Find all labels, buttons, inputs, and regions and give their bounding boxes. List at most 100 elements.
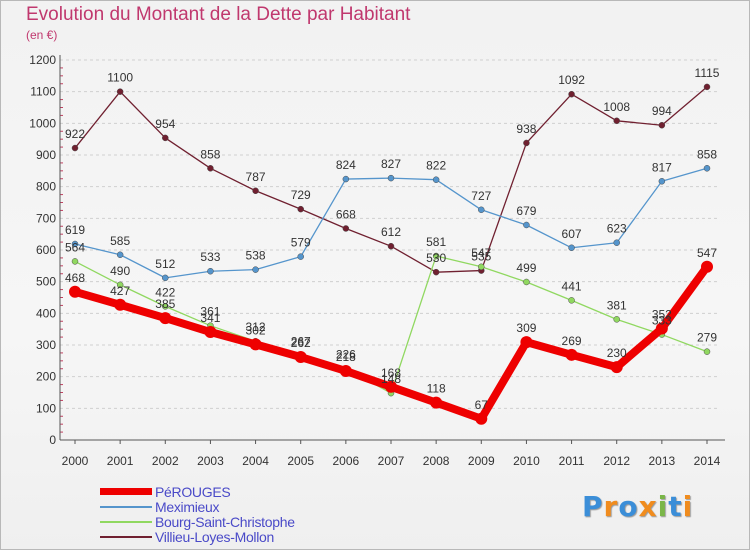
x-tick-label-2004: 2004 (242, 454, 269, 468)
data-label-perouges-2007: 168 (381, 366, 401, 380)
y-tick-label-400: 400 (36, 306, 56, 320)
data-point-perouges-2004 (249, 338, 262, 351)
legend-item-perouges: PéROUGES (100, 483, 295, 500)
data-label-meximieux-2007: 827 (381, 157, 401, 171)
data-point-villieu-2001 (116, 88, 124, 95)
data-point-villieu-2010 (523, 139, 530, 147)
legend-label-bourg: Bourg-Saint-Christophe (155, 513, 295, 530)
data-label-meximieux-2005: 579 (291, 236, 311, 250)
data-label-villieu-2006: 668 (336, 207, 356, 221)
legend-swatch-perouges (100, 488, 152, 495)
data-label-perouges-2010: 309 (516, 321, 536, 335)
x-tick-label-2008: 2008 (423, 454, 450, 468)
data-label-bourg-2004: 312 (246, 320, 266, 334)
data-point-bourg-2000 (71, 258, 79, 265)
data-point-bourg-2011 (568, 297, 575, 304)
chart-title: Evolution du Montant de la Dette par Hab… (26, 4, 411, 25)
data-label-bourg-2010: 499 (516, 261, 536, 275)
data-point-villieu-2002 (162, 134, 169, 142)
data-point-perouges-2006 (339, 364, 352, 377)
data-point-bourg-2010 (523, 278, 530, 286)
data-label-perouges-2000: 468 (65, 271, 85, 285)
data-point-meximieux-2010 (523, 221, 530, 229)
y-tick-label-200: 200 (36, 370, 56, 384)
data-label-villieu-2014: 1115 (695, 66, 720, 80)
data-label-perouges-2011: 269 (562, 334, 582, 348)
x-tick-label-2003: 2003 (197, 454, 224, 468)
legend-label-villieu: Villieu-Loyes-Mollon (155, 528, 275, 545)
data-point-perouges-2000 (69, 285, 81, 298)
legend-item-meximieux: Meximieux (100, 499, 295, 515)
legend-label-perouges: PéROUGES (155, 483, 231, 500)
chart-subtitle: (en €) (26, 28, 58, 42)
data-point-perouges-2014 (701, 260, 713, 273)
data-point-villieu-2014 (703, 83, 711, 91)
data-point-meximieux-2000 (71, 240, 79, 248)
data-point-meximieux-2007 (387, 174, 395, 182)
data-label-bourg-2007: 148 (381, 372, 401, 386)
data-label-perouges-2006: 218 (336, 350, 356, 364)
data-label-bourg-2013: 333 (652, 314, 672, 328)
legend-swatch-villieu (100, 535, 152, 538)
data-label-villieu-2002: 954 (155, 117, 175, 131)
data-point-perouges-2005 (294, 351, 307, 364)
data-label-meximieux-2002: 512 (155, 257, 175, 271)
data-point-villieu-2003 (207, 165, 214, 172)
y-tick-label-1100: 1100 (30, 85, 56, 99)
logo-letter: t (668, 490, 683, 523)
data-point-perouges-2001 (114, 298, 127, 311)
logo-letter: x (638, 490, 658, 523)
data-label-meximieux-2003: 533 (200, 250, 220, 264)
data-point-villieu-2006 (342, 225, 350, 232)
data-point-perouges-2012 (610, 361, 623, 374)
x-tick-label-2002: 2002 (152, 454, 179, 468)
data-label-meximieux-2014: 858 (697, 147, 717, 161)
data-label-villieu-2007: 612 (381, 225, 401, 239)
x-tick-label-2014: 2014 (694, 454, 721, 468)
data-label-meximieux-2009: 727 (471, 189, 491, 203)
data-point-bourg-2009 (478, 263, 485, 271)
data-label-perouges-2001: 427 (110, 284, 130, 298)
data-label-villieu-2000: 922 (65, 127, 85, 141)
data-label-villieu-2008: 530 (426, 251, 446, 265)
data-label-perouges-2009: 67 (475, 398, 489, 412)
data-point-meximieux-2005 (297, 253, 304, 260)
data-label-villieu-2004: 787 (246, 170, 266, 184)
data-point-perouges-2013 (655, 322, 668, 335)
data-label-perouges-2002: 385 (155, 297, 175, 311)
data-point-villieu-2012 (613, 117, 620, 125)
data-point-bourg-2014 (703, 348, 711, 355)
data-point-perouges-2008 (430, 396, 443, 409)
data-point-meximieux-2013 (658, 178, 666, 185)
data-point-perouges-2003 (204, 326, 217, 339)
data-label-villieu-2012: 1008 (603, 100, 630, 114)
legend-item-bourg: Bourg-Saint-Christophe (100, 513, 295, 530)
y-tick-label-1000: 1000 (29, 116, 56, 130)
y-tick-label-600: 600 (36, 243, 56, 257)
data-point-villieu-2011 (568, 90, 575, 98)
legend-swatch-meximieux (100, 505, 152, 508)
x-tick-label-2006: 2006 (333, 454, 360, 468)
data-label-bourg-2011: 441 (562, 279, 582, 293)
data-label-perouges-2003: 341 (200, 311, 220, 325)
data-label-meximieux-2008: 822 (426, 159, 446, 173)
data-label-perouges-2004: 302 (246, 323, 266, 337)
y-tick-label-700: 700 (36, 211, 56, 225)
data-label-villieu-2005: 729 (291, 188, 311, 202)
legend-item-villieu: Villieu-Loyes-Mollon (100, 528, 295, 545)
data-label-perouges-2008: 118 (427, 382, 446, 396)
data-point-bourg-2001 (116, 281, 124, 289)
data-label-bourg-2014: 279 (697, 331, 717, 345)
logo-letter: r (603, 490, 619, 523)
data-point-villieu-2004 (252, 187, 259, 195)
data-point-meximieux-2002 (162, 274, 169, 282)
data-label-villieu-2009: 535 (471, 250, 491, 264)
data-label-meximieux-2010: 679 (516, 204, 536, 218)
x-tick-label-2009: 2009 (468, 454, 495, 468)
legend: PéROUGES Meximieux Bourg-Saint-Christoph… (100, 483, 295, 545)
data-point-meximieux-2011 (568, 244, 575, 252)
data-point-perouges-2007 (385, 380, 397, 393)
x-tick-label-2005: 2005 (287, 454, 314, 468)
data-label-bourg-2008: 581 (426, 235, 446, 249)
data-label-villieu-2001: 1100 (107, 71, 133, 85)
